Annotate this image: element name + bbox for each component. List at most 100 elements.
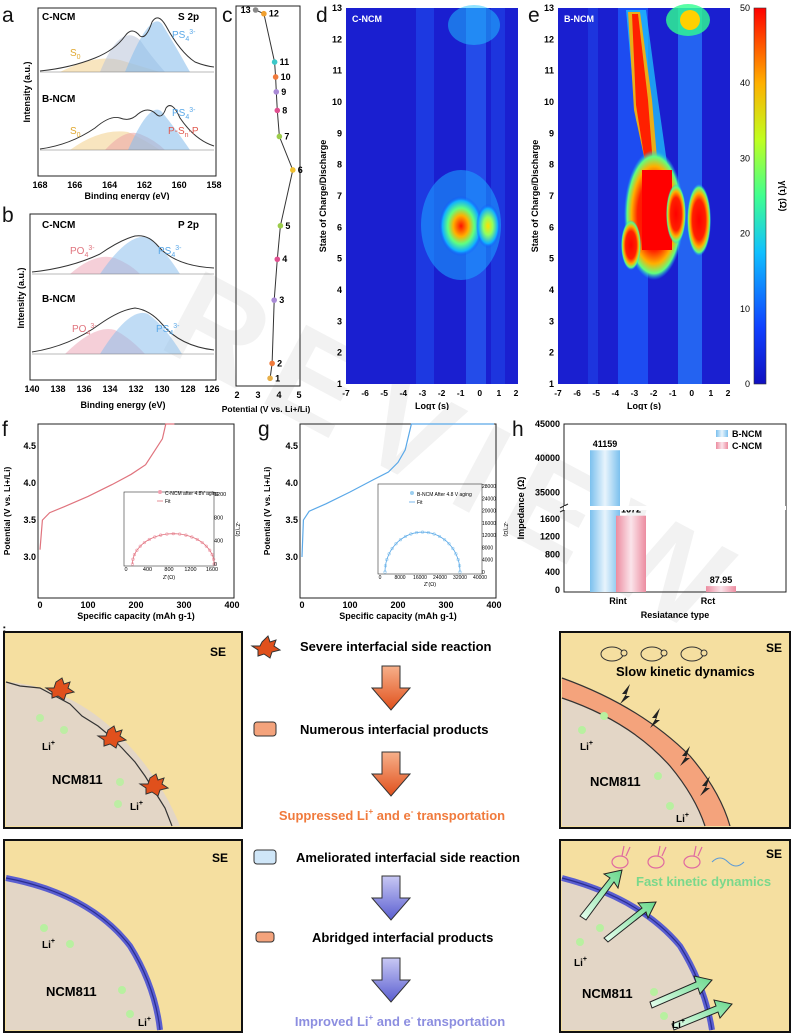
soc-point-label: 2 xyxy=(277,358,282,368)
ncm-label: NCM811 xyxy=(590,774,641,789)
panel-letter-d: d xyxy=(316,4,328,27)
f-ylabel: Potential (V vs. Li+/Li) xyxy=(2,467,12,556)
soc-point-6 xyxy=(290,167,296,173)
p2p-tick: 136 xyxy=(76,384,91,394)
h-ytick: 40000 xyxy=(535,453,560,463)
h-xtick: Rct xyxy=(701,596,716,606)
e-xtick: -6 xyxy=(573,388,581,398)
d-ytick: 11 xyxy=(332,66,342,76)
soc-point-label: 10 xyxy=(281,72,291,82)
s2p-x-ticks: 168 166 164 162 160 158 xyxy=(32,180,221,190)
f-inset-point xyxy=(195,537,199,542)
f-inset-point xyxy=(147,537,151,542)
soc-point-8 xyxy=(274,107,281,114)
f-ytick: 3.0 xyxy=(23,552,36,562)
mechanism-schematic: SE Li+ NCM811 Li+ SE Slow kinetic dynami… xyxy=(3,631,791,1033)
s2p-c-ps4-peak-1 xyxy=(125,21,190,72)
f-inset-point xyxy=(200,540,204,545)
s2p-title: S 2p xyxy=(178,12,199,23)
e-xtick: 0 xyxy=(689,388,694,398)
f-inset-point xyxy=(210,553,214,557)
soc-point-label: 3 xyxy=(279,295,284,305)
c-x-ticks: 2 3 4 5 xyxy=(234,390,301,400)
d-ytick: 10 xyxy=(332,97,342,107)
h-legend-b: B-NCM xyxy=(732,429,762,439)
cbar-tick: 20 xyxy=(740,229,750,239)
d-xtick: -1 xyxy=(457,388,465,398)
g-inset-point xyxy=(394,542,398,546)
f-inset-point xyxy=(204,544,208,548)
d-ytick: 4 xyxy=(337,285,342,295)
e-ytick: 7 xyxy=(549,191,554,201)
p2p-sample-bottom: B-NCM xyxy=(42,294,75,305)
h-ylabel: Impedance (Ω) xyxy=(516,477,526,540)
e-ylabel: State of Charge/Discharge xyxy=(530,140,540,253)
flow-bottom-step-1: Ameliorated interfacial side reaction xyxy=(296,850,520,865)
soc-point-9 xyxy=(273,89,280,95)
g-inset-xtick: 32000 xyxy=(453,575,467,581)
p2p-c-ps4-peak xyxy=(100,236,180,274)
s2p-tick: 160 xyxy=(172,180,187,190)
d-ytick: 9 xyxy=(337,128,342,138)
g-inset-point xyxy=(454,552,458,556)
f-inset-xtick: 0 xyxy=(124,567,127,573)
bar-value-label: 41159 xyxy=(593,439,618,449)
g-inset-ylabel: -Z''(Ω) xyxy=(502,521,508,536)
se-label: SE xyxy=(210,645,226,659)
e-xlabel: Logτ (s) xyxy=(627,401,661,410)
p2p-tick: 128 xyxy=(180,384,195,394)
soc-point-label: 13 xyxy=(241,5,251,15)
f-xtick: 200 xyxy=(128,600,143,610)
d-xtick: -7 xyxy=(342,388,350,398)
p2p-label-ps4-bottom: PS43- xyxy=(156,323,180,337)
f-xtick: 300 xyxy=(176,600,191,610)
f-inset-point xyxy=(208,548,212,552)
e-ytick: 3 xyxy=(549,316,554,326)
p2p-label-po4-top: PO43- xyxy=(70,245,95,259)
s2p-tick: 164 xyxy=(102,180,117,190)
side-reaction-icon xyxy=(138,773,170,797)
e-ytick: 4 xyxy=(549,285,554,295)
soc-point-label: 12 xyxy=(269,9,279,19)
soc-point-7 xyxy=(276,133,283,140)
s2p-b-ps4-peak xyxy=(128,109,190,150)
side-reaction-icon xyxy=(250,635,282,659)
panel-letter-g: g xyxy=(258,418,270,441)
d-ytick: 1 xyxy=(337,379,342,389)
side-reaction-icon xyxy=(96,725,128,749)
f-inset-xtick: 800 xyxy=(164,567,173,573)
f-inset-fit xyxy=(132,533,215,565)
soc-point-label: 1 xyxy=(275,373,280,383)
ncm-label: NCM811 xyxy=(582,986,633,1001)
p2p-x-ticks: 140 138 136 134 132 130 128 126 xyxy=(24,384,219,394)
flow-top-result: Suppressed Li+ and e- transportation xyxy=(279,807,505,823)
h-xtick: Rint xyxy=(609,596,627,606)
blocked-arrow-icon xyxy=(680,746,690,766)
down-arrow-icon xyxy=(370,957,412,1003)
colorbar-ticks: 0 10 20 30 40 50 xyxy=(740,3,750,389)
flow-bottom: Ameliorated interfacial side reaction Ab… xyxy=(253,849,520,1029)
p2p-tick: 126 xyxy=(204,384,219,394)
d-ytick: 8 xyxy=(337,160,342,170)
g-inset-ytick: 8000 xyxy=(482,545,493,551)
g-ytick: 4.0 xyxy=(285,478,298,488)
e-xtick: -3 xyxy=(631,388,639,398)
p2p-tick: 134 xyxy=(102,384,117,394)
g-inset-legend-marker xyxy=(410,491,414,495)
box-bottom-left: SE Li+ NCM811 Li+ xyxy=(3,839,243,1033)
panel-letter-e: e xyxy=(528,4,540,27)
h-legend-c: C-NCM xyxy=(732,441,762,451)
e-ytick: 10 xyxy=(544,97,554,107)
g-ytick: 4.5 xyxy=(285,441,298,451)
panel-letter-f: f xyxy=(2,418,8,441)
soc-point-13 xyxy=(252,7,259,13)
f-xlabel: Specific capacity (mAh g-1) xyxy=(77,611,195,621)
g-inset-point xyxy=(403,534,408,539)
f-ytick: 4.5 xyxy=(23,441,36,451)
blocked-arrow-icon xyxy=(620,684,630,704)
s2p-label-s0: S0 xyxy=(70,48,81,61)
g-inset-ytick: 12000 xyxy=(482,533,496,539)
colorbar xyxy=(753,7,767,385)
li-label: Li+ xyxy=(42,740,55,753)
g-inset-point xyxy=(390,546,394,551)
